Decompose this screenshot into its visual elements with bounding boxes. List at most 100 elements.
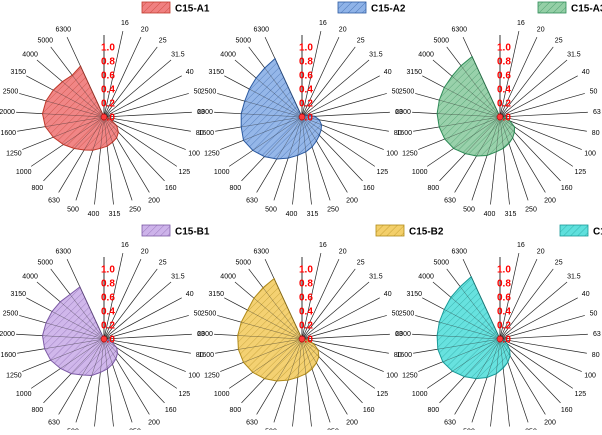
frequency-label-800: 800 (31, 407, 43, 414)
frequency-label-630: 630 (444, 420, 456, 427)
radar-chart-c15-b2: 0.00.20.40.60.81.016202531.5405063801001… (197, 225, 444, 430)
frequency-label-2500: 2500 (3, 89, 19, 96)
frequency-label-400: 400 (484, 211, 496, 218)
frequency-label-100: 100 (188, 372, 200, 379)
spoke-50 (302, 93, 387, 117)
frequency-label-2000: 2000 (197, 331, 213, 338)
frequency-label-4000: 4000 (22, 52, 38, 59)
spoke-40 (302, 298, 380, 339)
radial-tick-label: 0.4 (299, 85, 313, 96)
frequency-label-1000: 1000 (214, 391, 230, 398)
frequency-label-3150: 3150 (11, 291, 27, 298)
frequency-label-40: 40 (186, 69, 194, 76)
frequency-label-100: 100 (386, 150, 398, 157)
legend: C15-B1 (142, 225, 210, 238)
frequency-label-800: 800 (31, 185, 43, 192)
frequency-label-200: 200 (544, 420, 556, 427)
radar-chart-c15-a2: 0.00.20.40.60.81.016202531.5405063801001… (197, 2, 406, 218)
radial-tick-label: 1.0 (497, 43, 511, 54)
radial-tick-label: 0.4 (299, 307, 313, 318)
legend-label: C15-B3 (593, 227, 602, 238)
frequency-label-800: 800 (427, 185, 439, 192)
frequency-label-1000: 1000 (16, 391, 32, 398)
frequency-label-160: 160 (561, 407, 573, 414)
frequency-label-1600: 1600 (199, 130, 215, 137)
frequency-label-200: 200 (346, 198, 358, 205)
frequency-label-5000: 5000 (236, 37, 252, 44)
frequency-label-40: 40 (186, 291, 194, 298)
frequency-label-5000: 5000 (236, 259, 252, 266)
spoke-50 (500, 315, 585, 339)
legend: C15-B2 (376, 225, 444, 238)
radial-tick-label: 0.6 (101, 71, 115, 82)
frequency-label-125: 125 (574, 391, 586, 398)
radial-tick-label: 0.2 (101, 321, 115, 332)
frequency-label-125: 125 (376, 169, 388, 176)
spoke-40 (104, 76, 182, 117)
frequency-label-4000: 4000 (418, 274, 434, 281)
frequency-label-500: 500 (265, 206, 277, 213)
frequency-label-630: 630 (48, 420, 60, 427)
spoke-63 (500, 112, 588, 117)
legend-swatch (142, 2, 170, 13)
frequency-label-16: 16 (517, 20, 525, 27)
radial-tick-label: 0.8 (101, 57, 115, 68)
radial-tick-label: 1.0 (101, 43, 115, 54)
frequency-label-3150: 3150 (407, 69, 423, 76)
spoke-50 (104, 315, 189, 339)
frequency-label-20: 20 (141, 27, 149, 34)
frequency-label-200: 200 (346, 420, 358, 427)
frequency-label-16: 16 (121, 20, 129, 27)
frequency-label-40: 40 (384, 69, 392, 76)
frequency-label-1600: 1600 (397, 130, 413, 137)
frequency-label-25: 25 (555, 259, 563, 266)
frequency-label-100: 100 (584, 150, 596, 157)
frequency-label-1000: 1000 (16, 169, 32, 176)
legend-swatch (376, 225, 404, 236)
frequency-label-50: 50 (590, 311, 598, 318)
spoke-40 (302, 76, 380, 117)
frequency-label-800: 800 (229, 185, 241, 192)
frequency-label-80: 80 (592, 352, 600, 359)
frequency-label-2500: 2500 (3, 311, 19, 318)
radar-chart-c15-a3: 0.00.20.40.60.81.016202531.5405063801001… (395, 2, 602, 218)
frequency-label-160: 160 (165, 185, 177, 192)
frequency-label-630: 630 (246, 198, 258, 205)
legend-swatch (338, 2, 366, 13)
frequency-label-20: 20 (537, 249, 545, 256)
radial-tick-label: 1.0 (299, 43, 313, 54)
frequency-label-1600: 1600 (199, 352, 215, 359)
radial-tick-label: 0.8 (497, 279, 511, 290)
frequency-label-2000: 2000 (395, 331, 411, 338)
frequency-label-25: 25 (159, 259, 167, 266)
frequency-label-200: 200 (148, 198, 160, 205)
frequency-label-4000: 4000 (418, 52, 434, 59)
radial-tick-label: 0.4 (497, 85, 511, 96)
frequency-label-16: 16 (121, 242, 129, 249)
frequency-label-160: 160 (363, 185, 375, 192)
frequency-label-1600: 1600 (1, 130, 17, 137)
frequency-label-1250: 1250 (6, 150, 22, 157)
frequency-label-25: 25 (357, 259, 365, 266)
frequency-label-630: 630 (444, 198, 456, 205)
radial-tick-label: 0.6 (299, 71, 313, 82)
legend: C15-A1 (142, 2, 210, 15)
radial-tick-label: 0.8 (101, 279, 115, 290)
frequency-label-20: 20 (339, 27, 347, 34)
frequency-label-2500: 2500 (399, 89, 415, 96)
frequency-label-2000: 2000 (197, 109, 213, 116)
frequency-label-630: 630 (246, 420, 258, 427)
frequency-label-1600: 1600 (397, 352, 413, 359)
frequency-label-2500: 2500 (399, 311, 415, 318)
spoke-63 (302, 334, 390, 339)
legend: C15-B3 (560, 225, 602, 238)
frequency-label-100: 100 (386, 372, 398, 379)
frequency-label-800: 800 (427, 407, 439, 414)
spoke-50 (500, 93, 585, 117)
frequency-label-16: 16 (319, 242, 327, 249)
frequency-label-630: 630 (48, 198, 60, 205)
spoke-80 (500, 339, 587, 353)
frequency-label-250: 250 (327, 206, 339, 213)
radial-tick-label: 1.0 (497, 265, 511, 276)
